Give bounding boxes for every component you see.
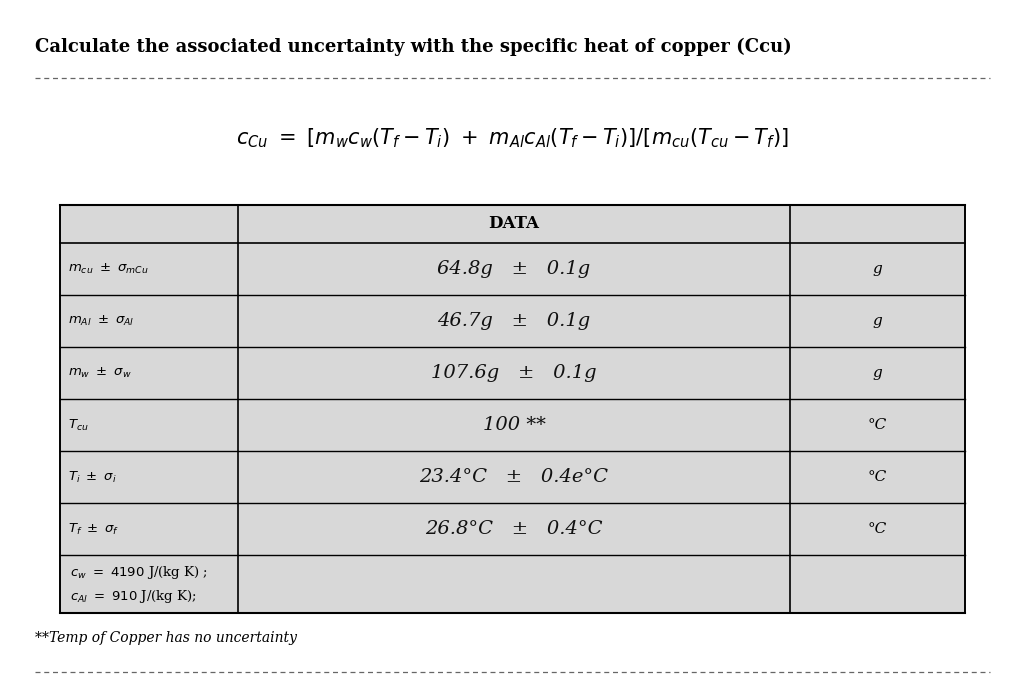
Text: **Temp of Copper has no uncertainty: **Temp of Copper has no uncertainty [35, 631, 297, 645]
Text: 100 **: 100 ** [482, 416, 546, 434]
Text: g: g [872, 262, 883, 276]
Text: $m_{cu}\ \pm\ \sigma_{mCu}$: $m_{cu}\ \pm\ \sigma_{mCu}$ [68, 262, 148, 276]
Text: Calculate the associated uncertainty with the specific heat of copper (Ccu): Calculate the associated uncertainty wit… [35, 38, 792, 57]
Text: $m_w\ \pm\ \sigma_w$: $m_w\ \pm\ \sigma_w$ [68, 366, 132, 380]
Text: 26.8°C   ±   0.4°C: 26.8°C ± 0.4°C [425, 520, 603, 538]
Text: 23.4°C   ±   0.4e°C: 23.4°C ± 0.4e°C [420, 468, 608, 486]
Text: g: g [872, 366, 883, 380]
Text: $m_{Al}\ \pm\ \sigma_{Al}$: $m_{Al}\ \pm\ \sigma_{Al}$ [68, 314, 134, 328]
Text: °C: °C [868, 470, 887, 484]
Text: 46.7g   ±   0.1g: 46.7g ± 0.1g [437, 312, 591, 330]
Text: $T_f\ \pm\ \sigma_f$: $T_f\ \pm\ \sigma_f$ [68, 522, 120, 537]
Text: DATA: DATA [488, 215, 540, 233]
Text: °C: °C [868, 418, 887, 432]
Text: $c_w\ =\ 4190$ J/(kg K) ;: $c_w\ =\ 4190$ J/(kg K) ; [70, 564, 208, 581]
Text: $c_{Cu}\ =\ [m_wc_w(T_f-T_i)\ +\ m_{Al}c_{Al}(T_f-T_i)]/[m_{cu}(T_{cu}-T_f)]$: $c_{Cu}\ =\ [m_wc_w(T_f-T_i)\ +\ m_{Al}c… [236, 126, 788, 150]
Text: 107.6g   ±   0.1g: 107.6g ± 0.1g [431, 364, 597, 382]
Text: °C: °C [868, 522, 887, 536]
FancyBboxPatch shape [60, 205, 965, 613]
Text: 64.8g   ±   0.1g: 64.8g ± 0.1g [437, 260, 591, 278]
Text: $c_{Al}\ =\ 910$ J/(kg K);: $c_{Al}\ =\ 910$ J/(kg K); [70, 589, 197, 605]
Text: g: g [872, 314, 883, 328]
Text: $T_i\ \pm\ \sigma_i$: $T_i\ \pm\ \sigma_i$ [68, 469, 117, 484]
Text: $T_{cu}$: $T_{cu}$ [68, 417, 89, 433]
